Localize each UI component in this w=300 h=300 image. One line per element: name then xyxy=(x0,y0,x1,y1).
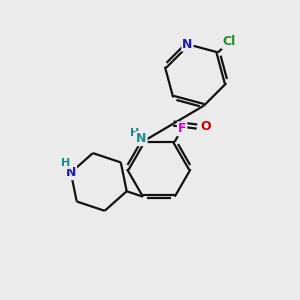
Text: H: H xyxy=(61,158,70,168)
Text: Cl: Cl xyxy=(222,35,236,48)
Text: F: F xyxy=(178,122,186,135)
Text: N: N xyxy=(66,166,76,179)
Text: O: O xyxy=(200,120,211,133)
Text: H: H xyxy=(130,128,139,138)
Text: N: N xyxy=(136,132,147,145)
Text: N: N xyxy=(182,38,193,51)
